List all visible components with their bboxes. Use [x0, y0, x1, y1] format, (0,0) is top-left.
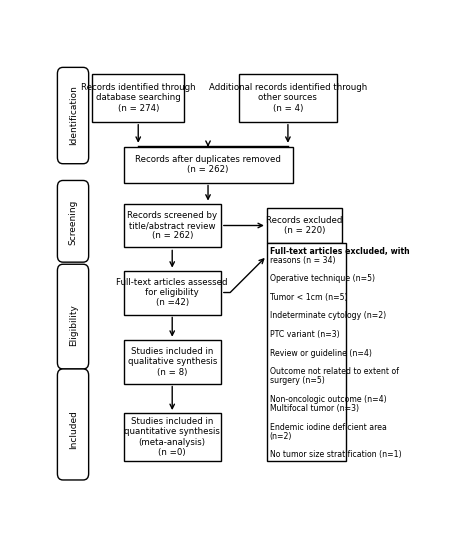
- FancyBboxPatch shape: [267, 243, 346, 461]
- Text: Review or guideline (n=4): Review or guideline (n=4): [270, 349, 372, 357]
- Text: No tumor size stratification (n=1): No tumor size stratification (n=1): [270, 450, 401, 460]
- Text: Records screened by
title/abstract review
(n = 262): Records screened by title/abstract revie…: [127, 211, 217, 240]
- Text: Full-text articles assessed
for eligibility
(n =42): Full-text articles assessed for eligibil…: [117, 277, 228, 307]
- Text: Full-text articles excluded, with: Full-text articles excluded, with: [270, 246, 410, 256]
- FancyBboxPatch shape: [57, 264, 89, 369]
- FancyBboxPatch shape: [92, 73, 184, 122]
- FancyBboxPatch shape: [57, 369, 89, 480]
- Text: Tumor < 1cm (n=5): Tumor < 1cm (n=5): [270, 293, 347, 302]
- Text: Indeterminate cytology (n=2): Indeterminate cytology (n=2): [270, 311, 386, 320]
- Text: Screening: Screening: [69, 200, 78, 245]
- Text: Included: Included: [69, 410, 78, 449]
- Text: reasons (n = 34): reasons (n = 34): [270, 256, 335, 265]
- Text: PTC variant (n=3): PTC variant (n=3): [270, 330, 339, 339]
- FancyBboxPatch shape: [57, 67, 89, 164]
- Text: (n=2): (n=2): [270, 432, 292, 441]
- Text: Studies included in
quantitative synthesis
(meta-analysis)
(n =0): Studies included in quantitative synthes…: [124, 417, 220, 457]
- Text: Multifocal tumor (n=3): Multifocal tumor (n=3): [270, 404, 359, 413]
- FancyBboxPatch shape: [267, 208, 342, 243]
- Text: Studies included in
qualitative synthesis
(n = 8): Studies included in qualitative synthesi…: [128, 347, 217, 376]
- Text: Additional records identified through
other sources
(n = 4): Additional records identified through ot…: [209, 83, 367, 113]
- Text: Endemic iodine deficient area: Endemic iodine deficient area: [270, 423, 387, 431]
- Text: Records identified through
database searching
(n = 274): Records identified through database sear…: [81, 83, 196, 113]
- Text: Records after duplicates removed
(n = 262): Records after duplicates removed (n = 26…: [135, 155, 281, 175]
- Text: Non-oncologic outcome (n=4): Non-oncologic outcome (n=4): [270, 395, 386, 404]
- FancyBboxPatch shape: [239, 73, 337, 122]
- FancyBboxPatch shape: [124, 203, 221, 248]
- FancyBboxPatch shape: [124, 413, 221, 461]
- Text: Outcome not related to extent of: Outcome not related to extent of: [270, 367, 399, 376]
- FancyBboxPatch shape: [124, 270, 221, 314]
- FancyBboxPatch shape: [124, 339, 221, 384]
- FancyBboxPatch shape: [57, 181, 89, 262]
- Text: Records excluded
(n = 220): Records excluded (n = 220): [266, 216, 343, 235]
- Text: Identification: Identification: [69, 85, 78, 145]
- Text: Operative technique (n=5): Operative technique (n=5): [270, 274, 375, 283]
- FancyBboxPatch shape: [124, 147, 292, 183]
- Text: surgery (n=5): surgery (n=5): [270, 376, 325, 385]
- Text: Eligibility: Eligibility: [69, 304, 78, 346]
